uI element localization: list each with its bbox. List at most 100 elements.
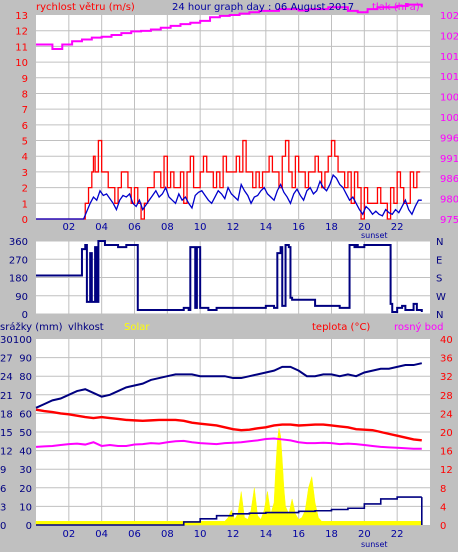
pressure-tick-label: 991 <box>440 154 458 165</box>
direction-tick-label: 270 <box>9 255 28 266</box>
direction-letter-label: S <box>436 274 442 285</box>
rain-axis-title: srážky (mm) <box>0 321 63 333</box>
humidity-tick-label: 60 <box>19 409 32 420</box>
time-tick-label: 04 <box>95 222 108 233</box>
gust-series-line <box>36 139 421 220</box>
temperature-tick-label: 20 <box>440 428 453 439</box>
average-series-line <box>36 173 422 220</box>
time-tick-label: 06 <box>128 222 141 233</box>
time-tick-label: 18 <box>325 529 338 540</box>
humidity-tick-label: 10 <box>19 502 32 513</box>
wind-tick-label: 7 <box>22 105 28 116</box>
time-tick-label: 06 <box>128 529 141 540</box>
pressure-tick-label: 1022 <box>440 31 458 42</box>
humidity-tick-label: 50 <box>19 428 32 439</box>
temperature-tick-label: 0 <box>440 521 446 532</box>
rain-tick-label: 3 <box>0 502 6 513</box>
rain-tick-label: 15 <box>0 428 13 439</box>
wind-tick-label: 1 <box>22 199 28 210</box>
temperature-tick-label: 24 <box>440 409 453 420</box>
time-tick-label: 12 <box>227 529 240 540</box>
tick-labels: 0123456789101112139759809869919961001100… <box>0 11 458 540</box>
humidity-tick-label: 90 <box>19 354 32 365</box>
direction-letter-label: E <box>436 255 442 266</box>
direction-letter-label: N <box>436 237 443 248</box>
temperature-tick-label: 8 <box>440 484 446 495</box>
sunset-label-bottom: sunset <box>361 540 388 549</box>
wind-tick-label: 9 <box>22 74 28 85</box>
rain-tick-label: 27 <box>0 354 13 365</box>
wind-tick-label: 3 <box>22 168 28 179</box>
wind-tick-label: 0 <box>22 215 28 226</box>
wind-axis-title: rychlost větru (m/s) <box>36 1 135 13</box>
rain-tick-label: 24 <box>0 372 13 383</box>
time-tick-label: 20 <box>358 222 371 233</box>
humidity-tick-label: 0 <box>26 521 32 532</box>
temperature-tick-label: 4 <box>440 502 446 513</box>
humidity-tick-label: 70 <box>19 391 32 402</box>
time-tick-label: 12 <box>227 222 240 233</box>
dewpoint-legend-label: rosný bod <box>394 321 443 333</box>
time-tick-label: 10 <box>194 222 207 233</box>
rain-tick-label: 9 <box>0 465 6 476</box>
pressure-tick-label: 975 <box>440 215 458 226</box>
time-tick-label: 20 <box>358 529 371 540</box>
pressure-axis-title: tlak (hPa) <box>372 2 420 13</box>
wind-tick-label: 13 <box>15 11 28 22</box>
time-tick-label: 14 <box>259 222 272 233</box>
direction-tick-label: 90 <box>15 292 28 303</box>
time-tick-label: 08 <box>161 222 174 233</box>
pressure-tick-label: 986 <box>440 174 458 185</box>
direction-series-line <box>36 240 423 313</box>
pressure-series-line <box>36 3 423 50</box>
temperature-tick-label: 36 <box>440 354 453 365</box>
humidity-tick-label: 80 <box>19 372 32 383</box>
solar-area <box>35 428 423 526</box>
rain-tick-label: 21 <box>0 391 13 402</box>
time-tick-label: 04 <box>95 529 108 540</box>
humidity-axis-title: vlhkost <box>68 322 104 333</box>
solar-legend-label: Solar <box>124 322 150 333</box>
humidity-tick-label: 100 <box>13 335 32 346</box>
chart-title: 24 hour graph day : 06 August 2017 <box>172 2 354 13</box>
wind-tick-label: 11 <box>15 42 28 53</box>
pressure-tick-label: 1006 <box>440 93 458 104</box>
time-tick-label: 22 <box>391 222 404 233</box>
humidity-tick-label: 40 <box>19 447 32 458</box>
direction-letter-label: W <box>436 292 446 303</box>
pressure-tick-label: 980 <box>440 195 458 206</box>
rosný bod-series-line <box>35 437 422 450</box>
wind-tick-label: 8 <box>22 89 28 100</box>
time-tick-label: 08 <box>161 529 174 540</box>
humidity-tick-label: 20 <box>19 484 32 495</box>
series-lines <box>35 3 423 526</box>
wind-tick-label: 10 <box>15 58 28 69</box>
wind-tick-label: 5 <box>22 137 28 148</box>
time-tick-label: 16 <box>292 222 305 233</box>
rain-tick-label: 30 <box>0 335 13 346</box>
vlhkost-series-line <box>35 362 423 409</box>
rain-tick-label: 12 <box>0 447 13 458</box>
rain-tick-label: 0 <box>0 521 6 532</box>
temperature-axis-title: teplota (°C) <box>312 322 370 333</box>
teplota-series-line <box>35 408 422 442</box>
direction-tick-label: 0 <box>22 310 28 321</box>
temperature-tick-label: 40 <box>440 335 453 346</box>
pressure-tick-label: 996 <box>440 133 458 144</box>
sunset-label-top: sunset <box>361 231 388 240</box>
wind-tick-label: 4 <box>22 152 28 163</box>
rain-tick-label: 6 <box>0 484 6 495</box>
direction-tick-label: 360 <box>9 237 28 248</box>
wind-tick-label: 6 <box>22 121 28 132</box>
direction-letter-label: N <box>436 310 443 321</box>
temperature-tick-label: 12 <box>440 465 453 476</box>
srážky-series-line <box>36 496 422 526</box>
temperature-tick-label: 16 <box>440 447 453 458</box>
pressure-tick-label: 1017 <box>440 52 458 63</box>
temperature-tick-label: 28 <box>440 391 453 402</box>
wind-tick-label: 12 <box>15 27 28 38</box>
